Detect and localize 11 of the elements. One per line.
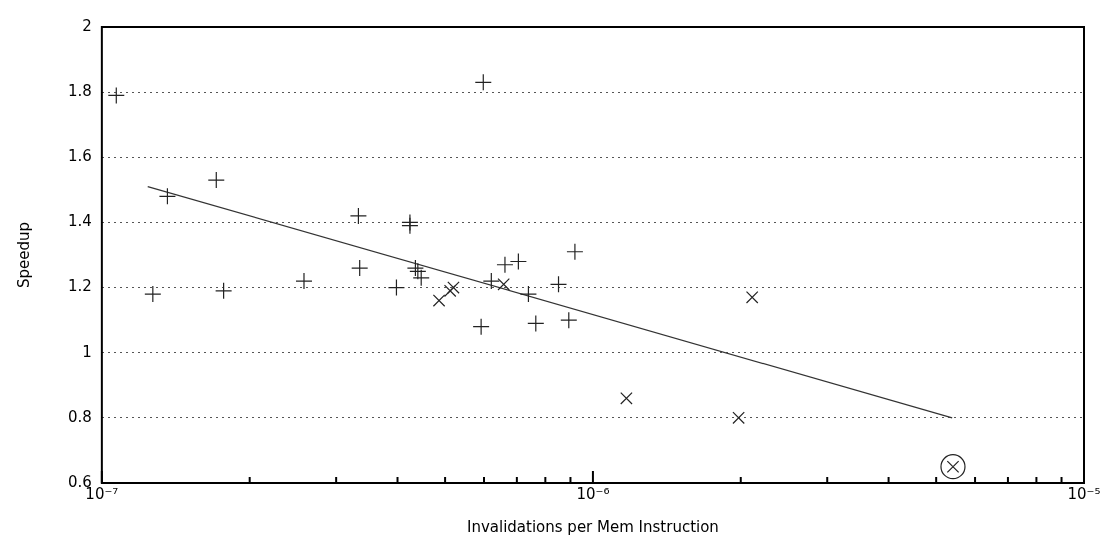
- x-tick-label: 10⁻⁶: [576, 484, 610, 503]
- y-tick-label: 1.4: [68, 212, 92, 231]
- x-tick-label: 10⁻⁵: [1067, 484, 1101, 503]
- x-axis-title: Invalidations per Mem Instruction: [466, 517, 719, 536]
- y-tick-label: 1.8: [68, 82, 92, 101]
- y-tick-label: 1.6: [68, 147, 92, 166]
- y-tick-label: 0.8: [68, 407, 92, 426]
- y-tick-label: 1: [82, 342, 92, 361]
- y-tick-label: 1.2: [68, 277, 92, 296]
- y-tick-label: 2: [82, 16, 92, 35]
- y-axis-title: Speedup: [14, 221, 33, 289]
